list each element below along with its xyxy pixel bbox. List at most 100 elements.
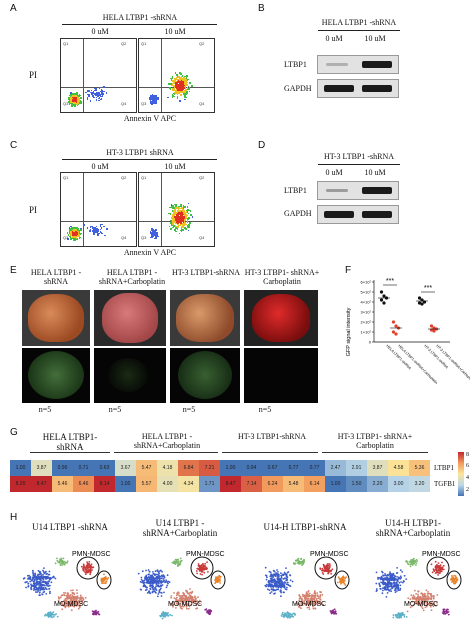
pmn-mdsc-outline — [190, 556, 214, 580]
heatmap-cell: 6.14 — [304, 476, 325, 492]
heatmap-cell: 7.21 — [199, 460, 220, 476]
panel-f-ytick: 6×10⁷ — [361, 280, 372, 285]
panel-g-group1: HELA LTBP1-shRNA — [42, 432, 98, 452]
panel-letter-c: C — [10, 140, 18, 151]
panel-c-title-rule — [62, 159, 217, 160]
heatmap-cell: 4.00 — [157, 476, 178, 492]
heatmap-cell: 8.47 — [31, 476, 52, 492]
flow-quadrant-label: Q4 — [199, 235, 205, 240]
heatmap-cell: 5.48 — [283, 476, 304, 492]
panel-letter-a: A — [10, 3, 17, 14]
panel-a-xlabel: Annexin V APC — [123, 114, 177, 123]
panel-a-cond2: 10 uM — [164, 27, 186, 36]
heatmap-cell: 8.47 — [220, 476, 241, 492]
panel-b-title: HELA LTBP1 -shRNA — [321, 18, 397, 27]
heatmap-cell: 5.57 — [136, 476, 157, 492]
panel-f-point — [417, 296, 422, 300]
mo-mdsc-label: MO-MDSC — [168, 601, 202, 608]
heatmap-cell: 1.71 — [199, 476, 220, 492]
panel-f-point — [420, 302, 424, 306]
heatmap-cell: 8.14 — [94, 476, 115, 492]
heatmap-cell: 4.18 — [157, 460, 178, 476]
panel-d-title: HT-3 LTBP1 -shRNA — [323, 152, 395, 161]
panel-c-cond2: 10 uM — [164, 162, 186, 171]
panel-f-xlabel: HT-3 LTBP1-shRNA — [423, 344, 449, 370]
blot-d-gapdh — [317, 205, 399, 224]
panel-c-xlabel: Annexin V APC — [123, 248, 177, 257]
flow-quadrant-label: Q3 — [141, 235, 147, 240]
heatmap-row-label-tgfb1: TGFB1 — [434, 480, 456, 488]
mo-mdsc-outline — [96, 570, 112, 590]
heatmap-cell: 0.63 — [94, 460, 115, 476]
heatmap-cell: 0.94 — [241, 460, 262, 476]
heatmap-cell: 8.20 — [10, 476, 31, 492]
heatmap-cell: 1.00 — [220, 460, 241, 476]
panel-g-bracket2 — [114, 452, 218, 453]
heatmap-cell: 3.87 — [367, 460, 388, 476]
blot-d-ltbp1 — [317, 181, 399, 200]
heatmap-row-label-ltbp1: LTBP1 — [434, 464, 454, 472]
heatmap-cell: 3.20 — [409, 476, 430, 492]
panel-b-row2: GAPDH — [284, 84, 312, 93]
mo-mdsc-label: MO-MDSC — [292, 601, 326, 608]
panel-g-group4: HT-3 LTBP1- shRNA+ Carboplatin — [337, 432, 413, 450]
pmn-mdsc-label: PMN-MDSC — [422, 551, 461, 558]
gfp-image-3 — [170, 348, 240, 403]
flow-quadrant-label: Q2 — [199, 41, 205, 46]
panel-a-cond1: 0 uM — [91, 27, 109, 36]
heatmap-cell: 0.77 — [283, 460, 304, 476]
heatmap-cell: 5.36 — [409, 460, 430, 476]
heatmap-cell: 0.67 — [262, 460, 283, 476]
panel-e-n4: n=5 — [258, 405, 272, 414]
heatmap-cell: 6.46 — [73, 476, 94, 492]
panel-d-row1: LTBP1 — [284, 186, 307, 195]
panel-f-sig1: *** — [386, 278, 394, 285]
panel-f-ytick: 1×10⁷ — [361, 330, 372, 335]
heatmap-cell: 3.87 — [31, 460, 52, 476]
umap-plot-4: PMN-MDSC MO-MDSC — [375, 551, 462, 619]
flow-quadrant-label: Q1 — [63, 41, 69, 46]
flow-quadrant-label: Q1 — [141, 41, 147, 46]
colorbar-tick-2: 2 — [466, 487, 469, 493]
lung-photo-1 — [22, 290, 90, 346]
mo-mdsc-outline — [334, 570, 350, 590]
umap-plot-1: PMN-MDSC MO-MDSC — [22, 551, 112, 619]
blot-b-gapdh — [317, 79, 399, 98]
heatmap-cell: 0.71 — [73, 460, 94, 476]
flow-quadrant-label: Q2 — [121, 175, 127, 180]
panel-g-group3: HT-3 LTBP1-shRNA — [237, 432, 307, 441]
heatmap-cell: 2.20 — [367, 476, 388, 492]
mo-mdsc-outline — [210, 570, 226, 590]
mo-mdsc-label: MO-MDSC — [404, 601, 438, 608]
lung-photo-4 — [244, 290, 318, 346]
panel-letter-b: B — [258, 3, 265, 14]
panel-e-n2: n=5 — [108, 405, 122, 414]
heatmap-cell: 1.50 — [346, 476, 367, 492]
heatmap-cell: 4.58 — [388, 460, 409, 476]
panel-f-sig2: *** — [424, 285, 432, 292]
panel-e-group3: HT-3 LTBP1-shRNA — [171, 268, 241, 277]
heatmap-grid: 1.00 3.87 0.96 0.71 0.63 3.67 5.47 4.18 6.84 7.21… — [10, 460, 430, 492]
panel-f-ytick: 5×10⁷ — [361, 290, 372, 295]
heatmap-cell: 3.67 — [115, 460, 136, 476]
flow-quadrant-label: Q2 — [121, 41, 127, 46]
panel-c-cond1: 0 uM — [91, 162, 109, 171]
pmn-mdsc-label: PMN-MDSC — [72, 551, 111, 558]
flow-plot-c-0um: Q1 Q2 Q3 Q4 — [60, 172, 137, 247]
heatmap-cell: 2.91 — [346, 460, 367, 476]
panel-f-point — [382, 301, 386, 305]
heatmap-cell: 0.77 — [304, 460, 325, 476]
gfp-image-4 — [244, 348, 318, 403]
panel-b-title-rule — [318, 30, 400, 31]
flow-plot-a-10um: Q1 Q2 Q3 Q4 — [138, 38, 215, 113]
panel-f-point — [417, 301, 422, 305]
panel-e-group1: HELA LTBP1 -shRNA — [30, 268, 82, 286]
panel-letter-d: D — [258, 140, 266, 151]
panel-h-title3: U14-H LTBP1-shRNA — [263, 522, 347, 532]
panel-letter-f: F — [345, 265, 352, 276]
pmn-mdsc-label: PMN-MDSC — [310, 551, 349, 558]
panel-d-cond1: 0 uM — [325, 168, 343, 177]
heatmap-cell: 1.00 — [325, 476, 346, 492]
flow-plot-c-10um: Q1 Q2 Q3 Q4 — [138, 172, 215, 247]
heatmap-cell: 0.96 — [52, 460, 73, 476]
